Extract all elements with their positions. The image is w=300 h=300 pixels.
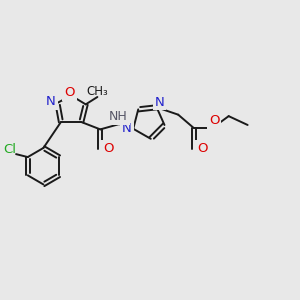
- Text: N: N: [154, 95, 164, 109]
- Text: O: O: [103, 142, 114, 155]
- Text: N: N: [122, 122, 132, 135]
- Text: N: N: [154, 95, 164, 109]
- Text: O: O: [197, 142, 208, 155]
- Text: N: N: [46, 95, 56, 108]
- Text: O: O: [103, 142, 114, 155]
- Text: NH: NH: [109, 110, 128, 123]
- Text: N: N: [46, 95, 56, 108]
- Text: CH₃: CH₃: [86, 85, 108, 98]
- Text: O: O: [209, 114, 219, 127]
- Text: Cl: Cl: [4, 143, 17, 156]
- Text: NH: NH: [109, 110, 128, 123]
- Text: O: O: [209, 114, 219, 127]
- Text: O: O: [197, 142, 208, 155]
- Text: O: O: [64, 86, 75, 99]
- Text: N: N: [122, 122, 132, 135]
- Text: O: O: [64, 86, 75, 99]
